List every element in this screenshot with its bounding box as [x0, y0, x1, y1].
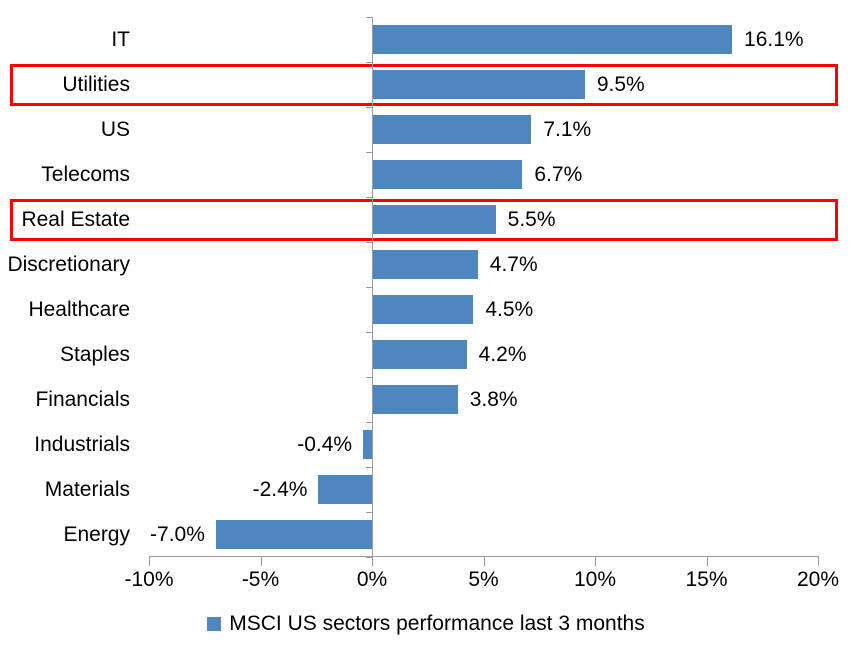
category-label: Healthcare: [28, 297, 130, 321]
y-axis-tick: [366, 467, 372, 468]
x-axis-tick: [149, 556, 150, 566]
x-axis-tick-label: 5%: [468, 568, 499, 591]
highlight-box-utilities: [10, 63, 838, 106]
bar-telecoms: [373, 160, 523, 189]
y-axis-tick: [366, 557, 372, 558]
value-label: -7.0%: [150, 522, 205, 546]
x-axis-tick-label: 10%: [573, 568, 617, 591]
value-label: 9.5%: [596, 72, 645, 96]
value-label: 4.2%: [478, 342, 527, 366]
legend-label: MSCI US sectors performance last 3 month…: [229, 612, 645, 635]
y-axis-tick: [366, 107, 372, 108]
category-label: Financials: [35, 387, 130, 411]
x-axis-tick-label: 20%: [796, 568, 840, 591]
value-label: 16.1%: [744, 27, 804, 51]
value-label: 7.1%: [543, 117, 592, 141]
x-axis-tick: [706, 556, 708, 566]
category-label: Industrials: [34, 432, 130, 456]
value-label: 4.5%: [485, 297, 534, 321]
category-label: Discretionary: [7, 252, 130, 276]
category-label: US: [100, 117, 130, 141]
bar-us: [373, 115, 532, 144]
value-label: -2.4%: [252, 477, 308, 501]
y-axis-tick: [366, 197, 372, 198]
highlight-box-real-estate: [10, 198, 838, 241]
category-label: Energy: [63, 522, 130, 546]
y-axis-tick: [366, 512, 372, 513]
y-axis-tick: [366, 422, 372, 423]
y-axis-tick: [366, 152, 372, 153]
bar-financials: [373, 385, 458, 414]
bar-industrials: [363, 430, 372, 459]
y-axis-tick: [366, 242, 372, 243]
value-label: 4.7%: [489, 252, 538, 276]
x-axis-tick: [372, 556, 373, 566]
bar-staples: [373, 340, 467, 369]
legend-marker-square: [207, 617, 222, 631]
y-axis-tick: [366, 17, 372, 18]
bar-discretionary: [373, 250, 478, 279]
x-axis-tick: [483, 556, 485, 566]
value-label: 6.7%: [534, 162, 583, 186]
x-axis-tick: [595, 556, 596, 566]
bar-materials: [318, 475, 372, 504]
bar-energy: [215, 520, 372, 549]
bar-real-estate: [373, 205, 496, 234]
value-label: 5.5%: [507, 207, 556, 231]
x-axis-tick: [260, 556, 262, 566]
value-label: 3.8%: [469, 387, 518, 411]
bar-utilities: [373, 70, 585, 99]
x-axis-tick-label: 15%: [685, 568, 728, 591]
x-axis-tick: [818, 556, 819, 566]
x-axis-tick-label: -5%: [241, 568, 280, 591]
legend: MSCI US sectors performance last 3 month…: [0, 608, 852, 640]
category-label: IT: [111, 27, 130, 51]
y-axis-tick: [366, 332, 372, 333]
category-label: Utilities: [62, 72, 130, 96]
y-axis-tick: [366, 287, 372, 288]
x-axis-tick-label: 0%: [356, 568, 388, 591]
y-axis-tick: [366, 377, 372, 378]
x-axis-tick-label: -10%: [124, 568, 174, 591]
y-axis-line: [372, 17, 373, 556]
category-label: Staples: [59, 342, 130, 366]
category-label: Real Estate: [21, 207, 130, 231]
bar-it: [373, 25, 733, 54]
category-label: Telecoms: [41, 162, 130, 186]
category-label: Materials: [44, 477, 130, 501]
value-label: -0.4%: [297, 432, 353, 456]
y-axis-tick: [366, 62, 372, 63]
bar-healthcare: [373, 295, 474, 324]
